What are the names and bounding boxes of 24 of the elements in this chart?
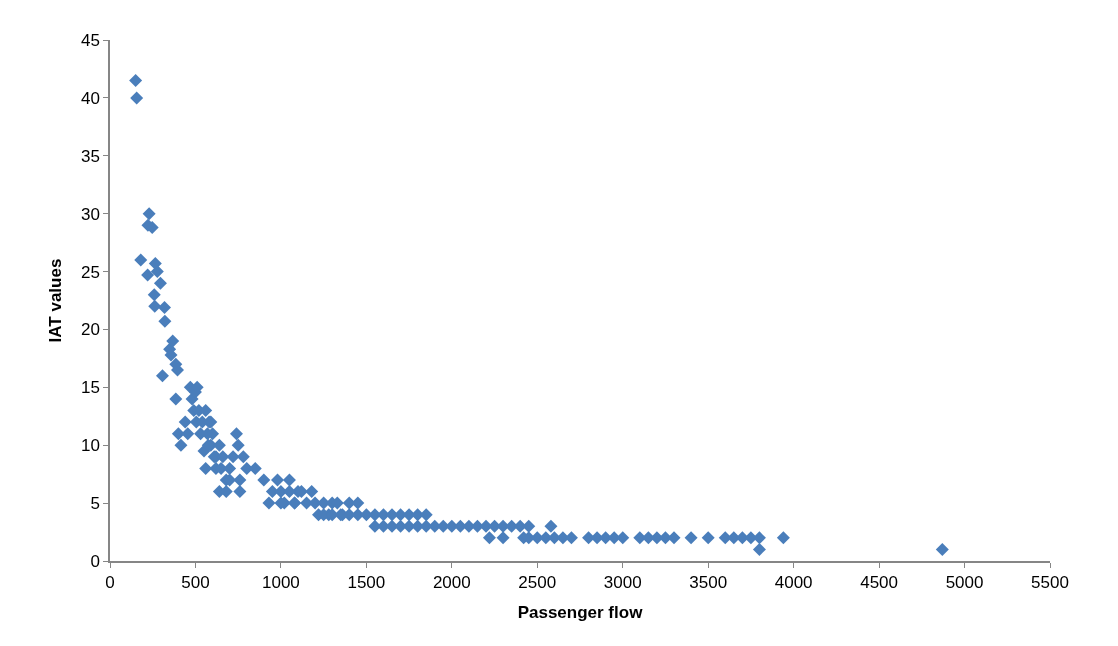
x-tick-label: 3000 xyxy=(603,573,642,593)
y-tick-label: 45 xyxy=(80,30,100,50)
x-tick-label: 2500 xyxy=(518,573,557,593)
x-tick-label: 4000 xyxy=(774,573,813,593)
y-tick-label: 5 xyxy=(90,494,100,514)
x-tick-label: 5500 xyxy=(1031,573,1069,593)
x-tick-label: 3500 xyxy=(689,573,728,593)
y-tick-label: 0 xyxy=(90,551,100,571)
x-tick-label: 2000 xyxy=(432,573,471,593)
x-tick-label: 0 xyxy=(105,573,115,593)
y-tick-label: 15 xyxy=(80,378,100,398)
y-tick-label: 20 xyxy=(80,320,100,340)
y-tick-label: 40 xyxy=(80,88,100,108)
x-tick-label: 1000 xyxy=(262,573,300,593)
y-tick-label: 10 xyxy=(80,436,100,456)
x-axis-title: Passenger flow xyxy=(517,603,644,623)
y-axis-title: IAT values xyxy=(45,258,65,343)
x-tick-label: 1500 xyxy=(347,573,386,593)
x-tick-label: 500 xyxy=(181,573,210,593)
x-tick-label: 5000 xyxy=(945,573,984,593)
x-tick-label: 4500 xyxy=(860,573,898,593)
y-tick-label: 25 xyxy=(80,262,100,282)
y-tick-label: 35 xyxy=(80,146,100,166)
y-tick-label: 30 xyxy=(80,204,100,224)
